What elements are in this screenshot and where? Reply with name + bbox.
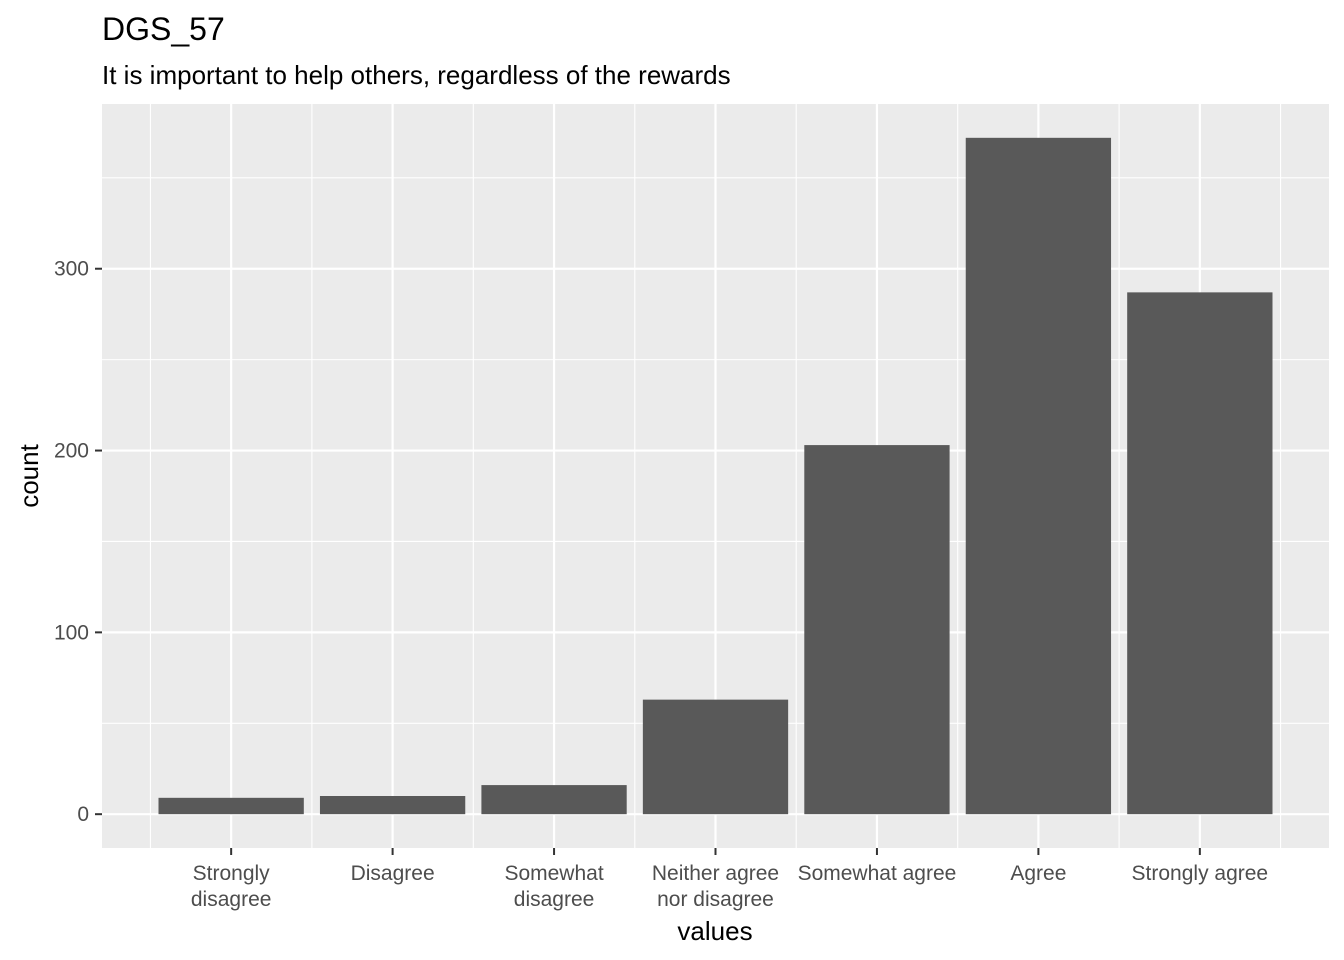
x-tick-label-line: Agree xyxy=(1010,862,1066,885)
bar xyxy=(158,797,304,815)
bars xyxy=(158,137,1273,815)
chart-title: DGS_57 xyxy=(102,11,225,47)
x-tick-label-line: Strongly xyxy=(193,862,271,885)
x-tick-label-line: disagree xyxy=(514,888,595,911)
bar xyxy=(481,785,627,815)
x-tick-label: Strongly disagree xyxy=(191,862,272,911)
x-tick-label-line: Disagree xyxy=(351,862,435,885)
x-tick-label-line: Strongly agree xyxy=(1132,862,1269,885)
x-tick-label-line: Somewhat agree xyxy=(798,862,957,885)
x-tick-label: Neither agree nor disagree xyxy=(652,862,779,911)
x-tick-label-line: nor disagree xyxy=(657,888,774,911)
y-tick-label: 100 xyxy=(54,621,89,644)
bar xyxy=(1127,292,1273,815)
y-axis-title: count xyxy=(14,443,44,507)
bar xyxy=(965,137,1112,815)
bar xyxy=(804,445,950,815)
y-axis: 0 100 200 300 xyxy=(54,258,102,826)
y-tick-label: 0 xyxy=(77,803,89,826)
y-tick-label: 300 xyxy=(54,258,89,281)
x-tick-label: Somewhat disagree xyxy=(504,862,603,911)
chart-subtitle: It is important to help others, regardle… xyxy=(102,60,731,90)
bar xyxy=(319,796,466,815)
x-axis: Strongly disagree Disagree Somewhat disagree… xyxy=(191,848,1268,911)
bar xyxy=(642,699,789,815)
y-tick-label: 200 xyxy=(54,440,89,463)
x-tick-label-line: Neither agree xyxy=(652,862,779,885)
x-tick-label: Disagree xyxy=(351,862,435,885)
x-tick-label-line: disagree xyxy=(191,888,272,911)
x-tick-label: Agree xyxy=(1010,862,1066,885)
x-tick-label-line: Somewhat xyxy=(504,862,603,885)
x-tick-label: Strongly agree xyxy=(1132,862,1269,885)
x-axis-title: values xyxy=(677,916,752,946)
x-tick-label: Somewhat agree xyxy=(798,862,957,885)
